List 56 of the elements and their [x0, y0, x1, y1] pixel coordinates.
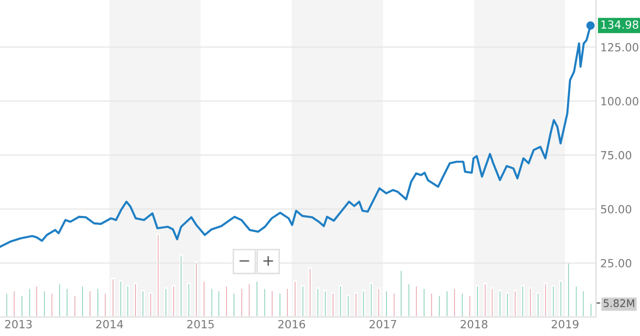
x-tick-label: 2013 — [5, 320, 32, 328]
x-tick-label: 2018 — [460, 320, 488, 328]
x-tick-label: 2015 — [187, 320, 214, 328]
x-tick-label: 2017 — [370, 320, 396, 328]
bar — [34, 285, 38, 317]
bar — [216, 290, 221, 317]
bar — [452, 287, 456, 317]
y-tick-label: 75.00 — [601, 151, 632, 160]
bar — [20, 294, 24, 317]
bar — [28, 287, 32, 317]
bar — [232, 292, 236, 317]
bar — [422, 287, 426, 317]
bar — [247, 282, 252, 317]
bar — [4, 292, 9, 317]
y-tick-label: 125.00 — [601, 43, 638, 52]
y2-tick-label: 5.82M — [604, 299, 634, 308]
bar — [224, 285, 228, 317]
bar — [210, 287, 214, 317]
bar — [468, 294, 472, 317]
bar — [270, 290, 274, 317]
x-tick-label: 2014 — [96, 320, 124, 328]
bar — [407, 282, 411, 317]
annotation: − — [240, 260, 250, 262]
bar — [240, 287, 244, 317]
bar — [589, 302, 593, 317]
bar — [392, 292, 396, 317]
bar — [255, 280, 259, 317]
bar — [278, 292, 282, 317]
bar — [96, 287, 100, 317]
bar — [460, 292, 464, 317]
bar — [103, 292, 108, 317]
y-tick-label: 25.00 — [600, 258, 632, 268]
bar — [202, 280, 206, 317]
bar — [88, 290, 92, 317]
bar — [445, 290, 449, 317]
bar — [399, 269, 403, 317]
bar — [58, 282, 62, 317]
bar — [286, 287, 290, 317]
bar — [42, 290, 46, 317]
bar — [12, 290, 16, 317]
bar — [574, 285, 578, 317]
bar — [581, 290, 586, 317]
bar — [262, 287, 267, 317]
annotation: 134.98 — [601, 20, 638, 29]
bar — [80, 285, 84, 317]
y-tick-label: 50.00 — [601, 205, 632, 214]
y-tick-label: 100.00 — [601, 97, 638, 106]
annotation: + — [263, 256, 273, 266]
bar — [65, 287, 69, 317]
bar — [430, 292, 434, 317]
bar — [438, 294, 442, 317]
bar — [50, 292, 54, 317]
bar — [73, 294, 77, 317]
x-tick-label: 2016 — [278, 320, 306, 328]
x-tick-label: 2019 — [552, 320, 578, 328]
bar — [414, 285, 418, 317]
